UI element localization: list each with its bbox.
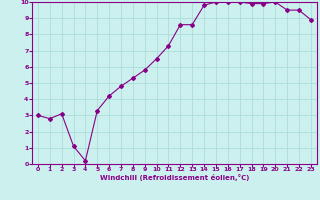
- X-axis label: Windchill (Refroidissement éolien,°C): Windchill (Refroidissement éolien,°C): [100, 174, 249, 181]
